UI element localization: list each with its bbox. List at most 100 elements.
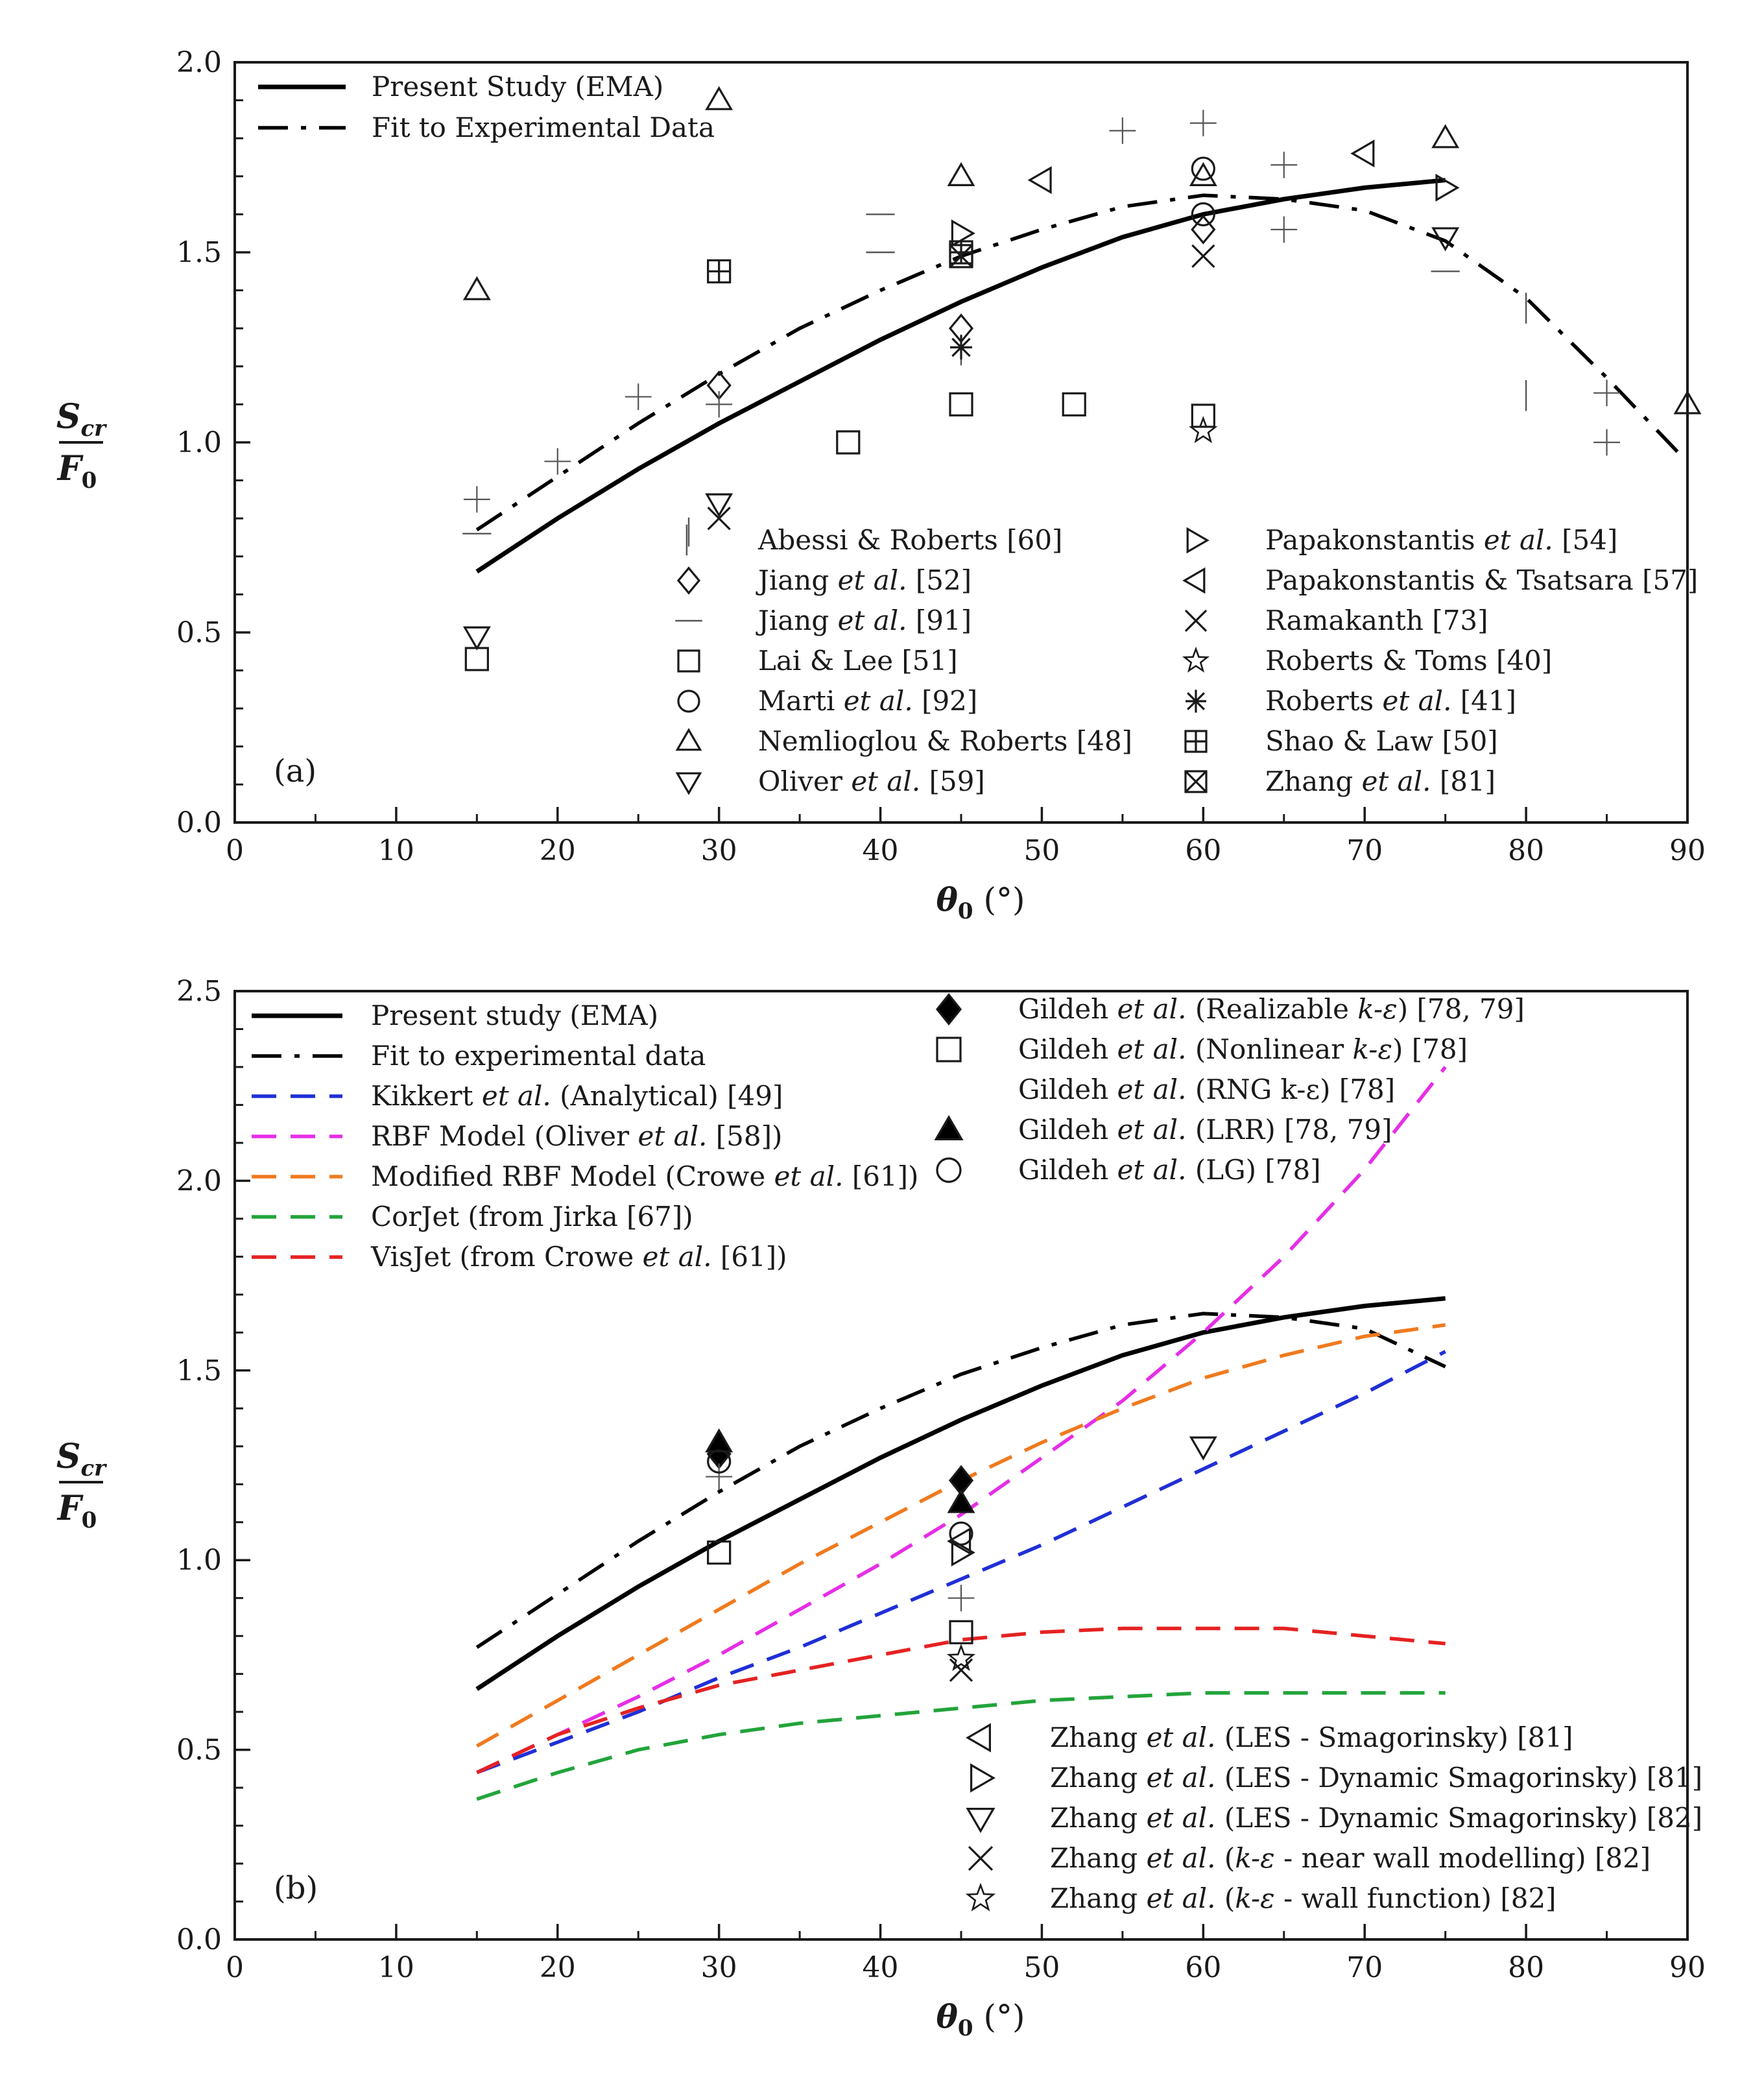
point-boxplus [707,259,732,283]
label-part: [52] [907,564,972,596]
legend-label: Zhang et al. (k-ε - wall function) [82] [1050,1882,1556,1914]
label-part: Present study (EMA) [371,1000,658,1031]
label-part: et al. [1383,685,1452,717]
point-triangle-up [1673,390,1702,414]
label-part: [61]) [843,1160,918,1192]
label-part: Zhang [1050,1802,1147,1834]
point-plus [706,391,733,418]
markers-zhang-et-al-les-dynamic-smagorinsky-82 [1189,1436,1217,1461]
label-part: [81] [1431,765,1496,797]
legend-label: Gildeh et al. (RNG k-ε) [78] [1018,1074,1395,1105]
legend-label: Present Study (EMA) [372,71,663,102]
series-lines [475,1066,1447,1801]
label-part: (LES - Dynamic Smagorinsky) [82] [1215,1802,1702,1834]
label-part: (LES - Dynamic Smagorinsky) [81] [1215,1762,1702,1794]
legend-label: Marti et al. [92] [758,685,977,717]
markers-shao-law-50 [707,240,973,283]
y-axis-label: Scr F0 [56,1437,107,1533]
legend-marker-triangle-left [1182,567,1206,594]
legend-label: Gildeh et al. (LRR) [78, 79] [1018,1114,1392,1146]
point-circle [1191,202,1215,226]
y-tick-label: 1.5 [176,1354,222,1387]
label-part: ( [1215,1842,1235,1874]
label-part: et al. [1117,1114,1187,1146]
y-tick-label: 0.5 [176,1734,222,1767]
markers-gildeh-et-al-lrr-78-79 [705,1428,975,1513]
point-circle [1191,156,1215,181]
panel-a: 0 10 20 30 40 50 60 70 80 900.00.51.01.52.0θ0 (°)… [56,46,1706,924]
label-part: VisJet (from Crowe [370,1241,643,1273]
label-part: et al. [1147,1802,1216,1834]
legend-label: Abessi & Roberts [60] [757,524,1062,556]
point-plus [1593,429,1620,456]
label-part: k-ε [1235,1842,1274,1874]
legend-marker-asterisk [1186,690,1206,713]
point-square [949,392,973,417]
x-label-subscript: 0 [958,898,973,924]
label-part: Zhang [1050,1842,1147,1874]
x-label-subscript: 0 [958,2015,973,2041]
legend-label: Zhang et al. (LES - Dynamic Smagorinsky)… [1050,1762,1702,1794]
label-part: k-ε [1353,1033,1392,1065]
label-part: Gildeh [1018,1114,1117,1146]
label-part: et al. [638,1120,708,1152]
label-part: Ramakanth [73] [1265,605,1488,636]
y-label-num-symbol: S [56,1437,81,1476]
legend-label: Lai & Lee [51] [758,645,958,677]
label-part: Jiang [756,564,838,596]
legend-marker-diamond-filled [935,992,962,1026]
legend-label: Jiang et al. [52] [756,564,971,596]
x-tick-label: 30 [701,834,737,867]
legend-label: Zhang et al. [81] [1265,765,1496,797]
label-part: CorJet (from Jirka [67]) [371,1201,693,1232]
label-part: Gildeh [1018,1154,1117,1186]
label-part: et al. [1147,1722,1216,1753]
legend-marker-square [677,649,700,673]
legend-label: Gildeh et al. (Realizable k-ε) [78, 79] [1018,993,1525,1025]
point-triangle-down [1189,1436,1217,1461]
markers-roberts-et-al-41 [950,335,972,360]
series-lines [475,178,1681,574]
label-part: Nemlioglou & Roberts [48] [758,725,1132,757]
point-triangle-down [1431,227,1460,252]
label-part: Modified RBF Model (Crowe [371,1160,774,1192]
x-tick-label: 20 [540,834,576,867]
label-part: et al. [643,1241,712,1273]
point-triangle-filled [705,1428,733,1453]
label-part: k-ε [1235,1882,1274,1914]
x-axis: 0 10 20 30 40 50 60 70 80 90 [226,807,1706,867]
x-label-symbol: θ [936,1997,959,2035]
label-part: RBF Model (Oliver [371,1120,638,1152]
label-part: ) [78] [1392,1033,1468,1065]
label-part: Papakonstantis & Tsatsara [57] [1265,564,1698,596]
markers-lai-lee-51 [464,392,1215,671]
markers-oliver-et-al-59 [462,227,1460,651]
legend-marker-circle [936,1157,962,1183]
label-part: et al. [1117,1074,1187,1105]
label-part: Roberts & Toms [40] [1265,645,1552,677]
markers-gildeh-et-al-nonlinear-k-78 [707,1540,973,1644]
label-part: [92] [913,685,978,717]
point-diamond [1191,214,1216,245]
legend-label: Nemlioglou & Roberts [48] [758,725,1132,757]
legend-marker-triangle-left [966,1723,991,1753]
y-tick-label: 1.5 [176,236,222,269]
y-label-den-symbol: F [56,449,84,488]
label-part: (LES - Smagorinsky) [81] [1215,1722,1573,1753]
y-tick-label: 1.0 [176,426,222,459]
legend-label: Jiang et al. [91] [756,605,971,636]
legend-label: Zhang et al. (LES - Smagorinsky) [81] [1050,1722,1573,1753]
label-part: Zhang [1265,765,1362,797]
legend-label: Modified RBF Model (Crowe et al. [61]) [371,1160,918,1192]
point-square [1062,392,1086,417]
label-part: (Nonlinear [1186,1033,1352,1065]
legend-label: Roberts & Toms [40] [1265,645,1552,677]
legend-label: Shao & Law [50] [1265,725,1498,757]
label-part: (LG) [78] [1186,1154,1320,1186]
markers-roberts-toms-40 [1189,416,1218,444]
y-label-denominator: F0 [56,449,97,494]
point-triangle-up [705,86,733,110]
markers-jiang-et-al-91 [462,213,1460,534]
x-label-unit: (°) [973,881,1025,918]
label-part: et al. [1117,1033,1187,1065]
